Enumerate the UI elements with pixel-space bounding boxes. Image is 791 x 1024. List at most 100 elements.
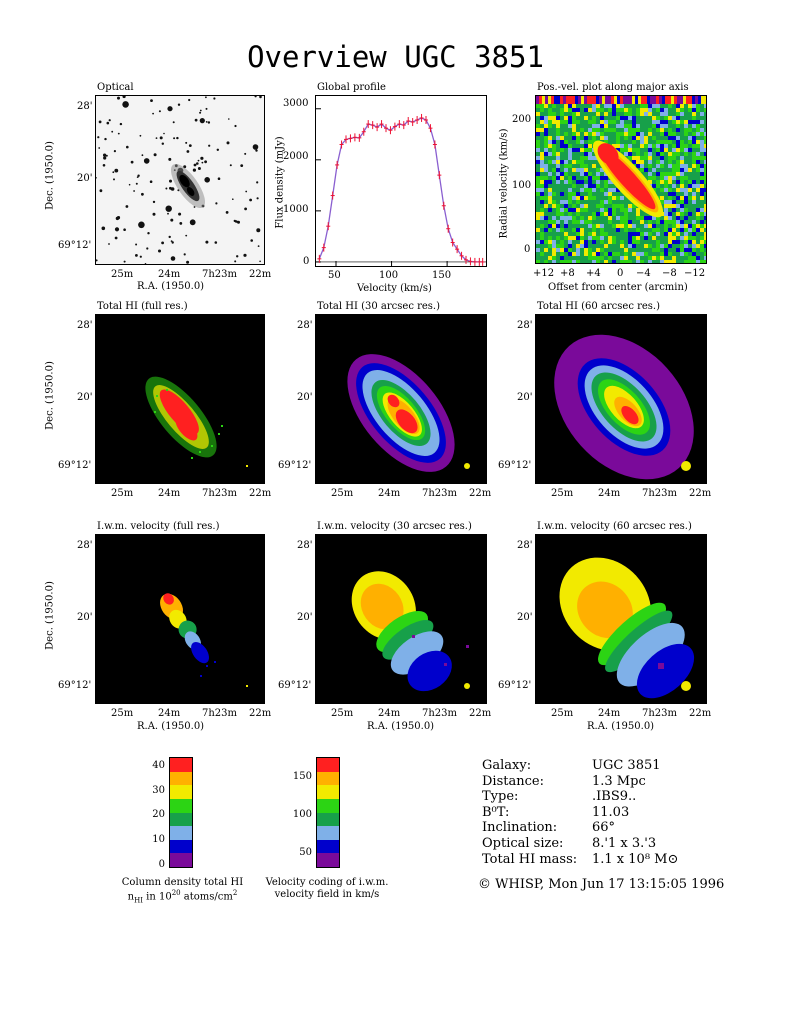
pv-noise-cell — [556, 164, 560, 168]
pv-noise-cell — [608, 212, 612, 216]
pv-noise-cell — [688, 168, 692, 172]
pv-noise-cell — [676, 172, 680, 176]
pv-noise-cell — [552, 248, 556, 252]
pv-noise-cell — [680, 152, 684, 156]
star — [158, 110, 161, 113]
pv-noise-cell — [588, 176, 592, 180]
pv-noise-cell — [680, 124, 684, 128]
pv-noise-cell — [612, 216, 616, 220]
pv-noise-cell — [600, 168, 604, 172]
pv-top-stripe — [584, 96, 587, 104]
pv-noise-cell — [536, 144, 540, 148]
pv-noise-cell — [540, 108, 544, 112]
pv-noise-cell — [660, 140, 664, 144]
pv-noise-cell — [568, 104, 572, 108]
pv-noise-cell — [544, 236, 548, 240]
pv-noise-cell — [700, 236, 704, 240]
pv-noise-cell — [592, 184, 596, 188]
pv-noise-cell — [544, 200, 548, 204]
pv-noise-cell — [692, 228, 696, 232]
pv-noise-cell — [544, 108, 548, 112]
pv-noise-cell — [592, 176, 596, 180]
pv-noise-cell — [632, 144, 636, 148]
pv-noise-cell — [700, 136, 704, 140]
pv-noise-cell — [568, 208, 572, 212]
pv-noise-cell — [544, 148, 548, 152]
pv-noise-cell — [600, 124, 604, 128]
pv-noise-cell — [628, 248, 632, 252]
pv-noise-cell — [672, 140, 676, 144]
pv-noise-cell — [628, 252, 632, 256]
pv-noise-cell — [644, 116, 648, 120]
pv-noise-cell — [556, 260, 560, 263]
pv-noise-cell — [668, 192, 672, 196]
pv-noise-cell — [612, 144, 616, 148]
pv-noise-cell — [604, 236, 608, 240]
vel-30-title: I.w.m. velocity (30 arcsec res.) — [317, 521, 472, 532]
pv-noise-cell — [680, 172, 684, 176]
pv-noise-cell — [656, 116, 660, 120]
pv-noise-cell — [612, 236, 616, 240]
pv-noise-cell — [544, 260, 548, 263]
ra-tick-23: 7h23m — [642, 488, 678, 499]
pv-noise-cell — [652, 140, 656, 144]
pv-noise-cell — [684, 164, 688, 168]
pv-noise-cell — [572, 244, 576, 248]
pv-noise-cell — [624, 208, 628, 212]
pv-noise-cell — [672, 128, 676, 132]
pv-noise-cell — [616, 220, 620, 224]
pv-noise-cell — [692, 224, 696, 228]
pv-noise-cell — [704, 168, 706, 172]
pv-noise-cell — [684, 236, 688, 240]
pv-noise-cell — [652, 240, 656, 244]
pv-noise-cell — [588, 172, 592, 176]
colorbar-swatch — [317, 798, 339, 813]
pv-top-stripe — [569, 96, 572, 104]
pv-noise-cell — [644, 148, 648, 152]
pv-noise-cell — [688, 124, 692, 128]
star — [177, 103, 181, 106]
pv-noise-cell — [700, 208, 704, 212]
pv-noise-cell — [584, 236, 588, 240]
pv-noise-cell — [696, 208, 700, 212]
dec-tick-28: 28' — [77, 320, 93, 331]
pv-noise-cell — [572, 124, 576, 128]
pv-noise-cell — [628, 228, 632, 232]
pv-noise-cell — [568, 236, 572, 240]
pv-noise-cell — [652, 164, 656, 168]
pv-noise-cell — [660, 128, 664, 132]
pv-top-stripe — [548, 96, 551, 104]
dec-tick-12: 69°12' — [278, 680, 312, 691]
pv-noise-cell — [692, 196, 696, 200]
pv-noise-cell — [652, 156, 656, 160]
pv-noise-cell — [544, 104, 548, 108]
star — [176, 136, 179, 140]
pv-noise-cell — [672, 156, 676, 160]
pv-noise-cell — [692, 212, 696, 216]
pv-top-stripe — [653, 96, 656, 104]
pv-noise-cell — [540, 148, 544, 152]
pv-noise-cell — [660, 112, 664, 116]
pv-noise-cell — [564, 196, 568, 200]
pv-noise-cell — [536, 216, 540, 220]
pv-noise-cell — [616, 120, 620, 124]
hi-60-map — [535, 314, 707, 484]
pv-noise-cell — [596, 224, 600, 228]
pv-noise-cell — [552, 116, 556, 120]
pv-noise-cell — [592, 168, 596, 172]
pv-noise-cell — [648, 256, 652, 260]
pv-noise-cell — [544, 124, 548, 128]
pv-noise-cell — [548, 220, 552, 224]
optical-image — [95, 95, 265, 265]
star — [153, 153, 157, 157]
pv-noise-cell — [668, 132, 672, 136]
star — [216, 148, 219, 151]
colorbar-swatch — [170, 853, 192, 867]
pv-noise-cell — [592, 140, 596, 144]
colorbar-swatch — [170, 839, 192, 854]
info-value: .IBS9.. — [592, 789, 637, 805]
pv-noise-cell — [704, 104, 706, 108]
pv-noise-cell — [560, 240, 564, 244]
pv-noise-cell — [688, 104, 692, 108]
star — [135, 182, 138, 185]
